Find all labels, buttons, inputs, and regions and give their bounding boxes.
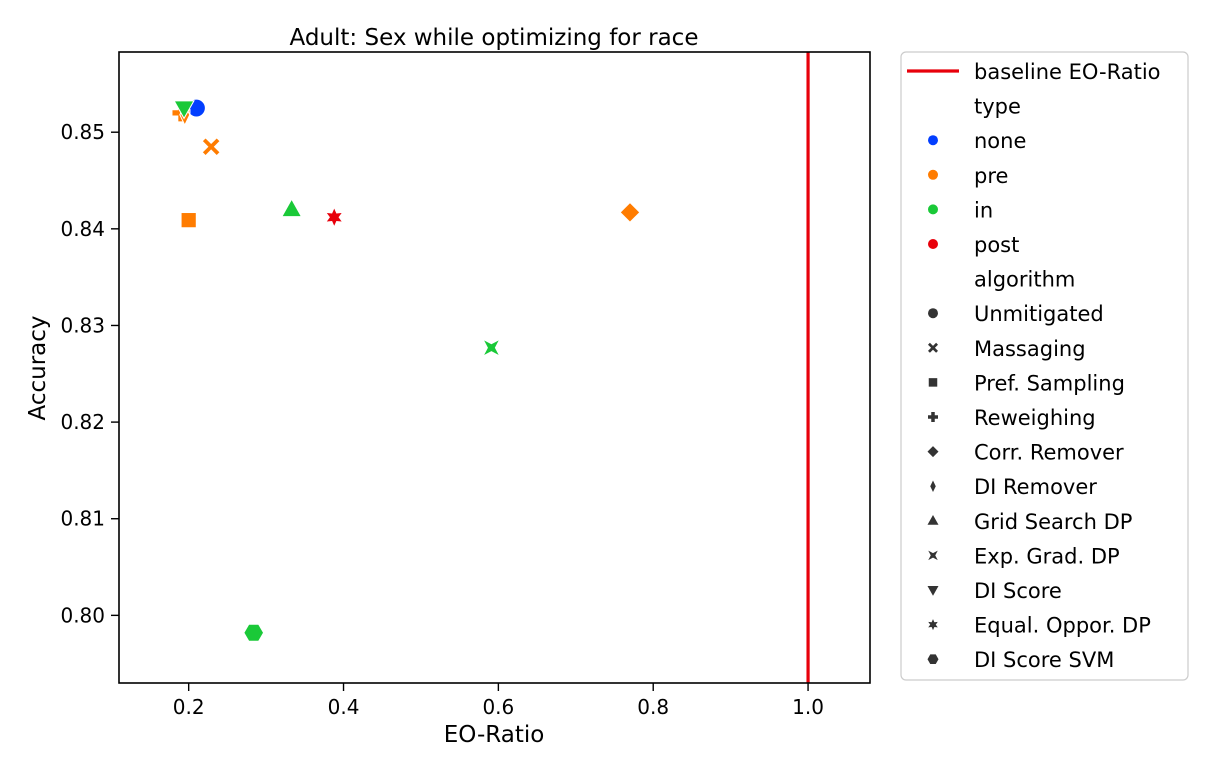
plot-area	[171, 52, 810, 683]
legend-algorithm-equal-oppor-dp: Equal. Oppor. DP	[974, 614, 1151, 638]
legend-marker-di-remover	[930, 480, 936, 492]
data-point-grid-search-dp	[280, 198, 303, 218]
plot-frame	[118, 51, 871, 684]
x-tick-label: 0.6	[482, 695, 514, 719]
legend: baseline EO-Ratio type none pre in post algori…	[900, 51, 1189, 681]
legend-algorithm-pref-sampling: Pref. Sampling	[974, 371, 1125, 395]
x-axis: 0.2 0.4 0.6 0.8 1.0	[173, 683, 824, 719]
legend-algorithm-header: algorithm	[974, 268, 1075, 292]
legend-baseline-label: baseline EO-Ratio	[974, 60, 1161, 84]
legend-frame	[900, 51, 1189, 681]
legend-algorithm-reweighing: Reweighing	[974, 406, 1096, 430]
legend-type-post: post	[974, 233, 1019, 257]
legend-type-swatch	[928, 239, 938, 249]
y-tick-label: 0.81	[60, 507, 105, 531]
legend-algorithm-unmitigated: Unmitigated	[974, 302, 1104, 326]
legend-marker-reweighing	[928, 412, 938, 422]
y-tick-label: 0.85	[60, 120, 105, 144]
legend-algorithm-di-score: DI Score	[974, 579, 1062, 603]
legend-type-swatch	[928, 169, 938, 180]
x-tick-label: 0.8	[637, 695, 669, 719]
data-point-di-score-svm	[243, 623, 265, 642]
y-tick-label: 0.82	[60, 410, 105, 434]
y-tick-label: 0.83	[60, 313, 105, 337]
legend-type-swatch	[928, 135, 938, 146]
legend-type-none: none	[974, 129, 1026, 153]
legend-marker-exp-grad-dp	[928, 550, 938, 561]
y-tick-label: 0.84	[60, 217, 105, 241]
legend-algorithm-corr-remover: Corr. Remover	[974, 441, 1124, 465]
x-tick-label: 0.2	[173, 695, 205, 719]
x-tick-label: 0.4	[328, 695, 360, 719]
legend-marker-corr-remover	[927, 446, 939, 458]
legend-algorithm-di-score-svm: DI Score SVM	[974, 648, 1114, 672]
legend-type-in: in	[974, 198, 993, 222]
legend-marker-pref-sampling	[928, 378, 938, 387]
legend-algorithm-massaging: Massaging	[974, 337, 1086, 361]
chart-title: Adult: Sex while optimizing for race	[290, 25, 699, 51]
legend-type-pre: pre	[974, 164, 1008, 188]
data-point-di-score	[173, 100, 195, 120]
legend-marker-grid-search-dp	[927, 515, 939, 525]
legend-type-header: type	[974, 95, 1021, 119]
legend-type-swatch	[928, 204, 938, 215]
legend-algorithm-di-remover: DI Remover	[974, 475, 1097, 499]
legend-algorithm-exp-grad-dp: Exp. Grad. DP	[974, 544, 1120, 568]
data-point-exp-grad-dp	[481, 337, 502, 358]
data-point-pref-sampling	[180, 211, 197, 229]
x-axis-label: EO-Ratio	[444, 722, 545, 748]
data-point-equal-oppor-dp	[324, 206, 344, 229]
y-tick-label: 0.80	[60, 603, 105, 627]
legend-algorithm-grid-search-dp: Grid Search DP	[974, 510, 1132, 534]
data-point-massaging	[201, 136, 221, 157]
y-axis-label: Accuracy	[25, 315, 51, 420]
legend-marker-di-score	[927, 586, 939, 596]
legend-marker-unmitigated	[928, 308, 938, 319]
legend-marker-equal-oppor-dp	[928, 619, 938, 631]
data-point-corr-remover	[619, 201, 641, 224]
x-tick-label: 1.0	[792, 695, 824, 719]
y-axis: 0.80 0.81 0.82 0.83 0.84 0.85	[60, 120, 119, 627]
legend-marker-massaging	[928, 342, 938, 353]
legend-marker-di-score-svm	[927, 654, 939, 664]
